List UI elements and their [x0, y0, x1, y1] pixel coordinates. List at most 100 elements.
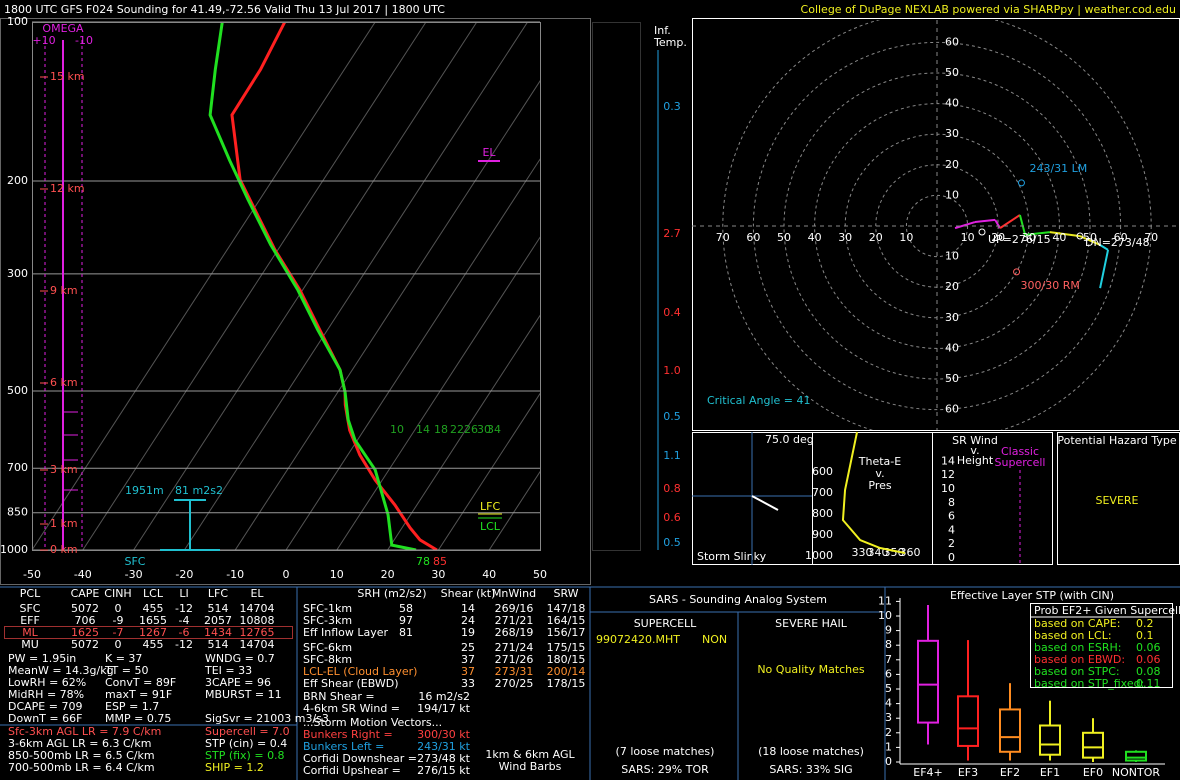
el-label: EL — [482, 146, 496, 159]
isotherm — [387, 314, 540, 550]
inf-temp-label: 0.8 — [663, 482, 681, 495]
table-cell: 37 — [461, 665, 475, 678]
prob-label: based on STP_fixed: — [1034, 677, 1144, 690]
y-tick-label: 700 — [7, 461, 28, 474]
composite: SHIP = 1.2 — [205, 761, 264, 774]
storm-motion-label: 300/30 RM — [1021, 279, 1080, 292]
title: 1800 UTC GFS F024 Sounding for 41.49,-72… — [4, 3, 445, 16]
ring-label: 60 — [746, 231, 760, 244]
table-cell: -9 — [113, 614, 124, 627]
index: maxT = 91F — [105, 688, 172, 701]
y-tick-label: 1000 — [805, 549, 833, 562]
prob-value: 0.11 — [1136, 677, 1161, 690]
box — [1125, 750, 1147, 762]
inf-temp-title: Temp. — [653, 36, 687, 49]
x-tick-label: 40 — [482, 568, 496, 581]
table-cell: 706 — [75, 614, 96, 627]
inf-temp-label: 0.5 — [663, 536, 681, 549]
kin-value: 273/48 kt — [417, 752, 471, 765]
ring-label: 30 — [945, 311, 959, 324]
y-tick-label: 7 — [885, 653, 892, 666]
isotherm — [32, 22, 376, 550]
table-cell: 514 — [208, 602, 229, 615]
y-tick-label: 100 — [7, 15, 28, 28]
isotherm — [183, 22, 529, 550]
index: 3CAPE = 96 — [205, 676, 271, 689]
x-tick-label: EF3 — [958, 766, 978, 779]
y-tick-label: 1000 — [0, 543, 28, 556]
y-tick-label: 900 — [812, 528, 833, 541]
inflow-srh: 81 m2s2 — [175, 484, 223, 497]
table-cell: LCL-EL (Cloud Layer) — [303, 665, 417, 678]
hodo-trace — [999, 214, 1021, 229]
inf-temp-label: 0.6 — [663, 511, 681, 524]
hodo-trace — [954, 221, 976, 230]
composite: STP (cin) = 0.4 — [205, 737, 287, 750]
slinky-angle: 75.0 deg — [765, 433, 814, 446]
km-label: 12 km — [50, 182, 85, 195]
table-cell: 514 — [208, 638, 229, 651]
lapse-rate: 850-500mb LR = 6.5 C/km — [8, 749, 155, 762]
ring-label: 40 — [945, 97, 959, 110]
table-cell: 37 — [461, 653, 475, 666]
box — [999, 708, 1021, 753]
box — [1082, 731, 1104, 759]
sr-wind-title: v. — [970, 444, 979, 457]
y-tick-label: 4 — [885, 697, 892, 710]
composite: Supercell = 7.0 — [205, 725, 290, 738]
inf-temp-label: 1.0 — [663, 364, 681, 377]
theta-e-title: v. — [875, 467, 884, 480]
table-cell: 147/18 — [547, 602, 586, 615]
ring-label: 50 — [777, 231, 791, 244]
isotherm — [437, 392, 540, 550]
skewt-plot — [32, 22, 540, 550]
table-cell: 268/19 — [495, 626, 534, 639]
storm-motion-label: 243/31 LM — [1029, 162, 1087, 175]
table-cell: 0 — [115, 602, 122, 615]
prob-title: Prob EF2+ Given Supercell — [1034, 604, 1180, 617]
kin-value: 243/31 kt — [417, 740, 471, 753]
table-cell: 1434 — [204, 626, 232, 639]
x-tick-label: -20 — [175, 568, 193, 581]
ring-label: 20 — [945, 158, 959, 171]
y-tick-label: 14 — [941, 454, 955, 467]
hodo-trace — [1049, 231, 1081, 238]
table-cell: 1267 — [139, 626, 167, 639]
sr-wind-title: SR Wind — [952, 434, 998, 447]
prob-label: based on STPC: — [1034, 665, 1120, 678]
x-tick-label: 0 — [283, 568, 290, 581]
hodo-trace — [1099, 249, 1110, 289]
corfidi-marker — [1076, 232, 1084, 240]
ring-label: 50 — [945, 372, 959, 385]
km-label: 15 km — [50, 70, 85, 83]
table-header: SRH (m2/s2) — [357, 587, 426, 600]
hodo-trace — [974, 218, 996, 224]
prob-value: 0.08 — [1136, 665, 1161, 678]
table-cell: SFC — [20, 602, 41, 615]
table-cell: 1625 — [71, 626, 99, 639]
table-header: CAPE — [71, 587, 100, 600]
stp-title: Effective Layer STP (with CIN) — [950, 589, 1114, 602]
sr-wind-heading: Supercell — [995, 456, 1046, 469]
index: DCAPE = 709 — [8, 700, 82, 713]
ring-label: 60 — [945, 403, 959, 416]
prob-value: 0.06 — [1136, 641, 1161, 654]
inf-temp-label: 2.7 — [663, 227, 681, 240]
corfidi-marker — [978, 228, 986, 236]
sars-heading: SEVERE HAIL — [775, 617, 848, 630]
storm-motion — [1013, 268, 1021, 276]
table-cell: 12765 — [240, 626, 275, 639]
table-cell: 156/17 — [547, 626, 586, 639]
table-cell: 24 — [461, 614, 475, 627]
index: MBURST = 11 — [205, 688, 282, 701]
x-tick-label: -30 — [125, 568, 143, 581]
box — [917, 639, 939, 724]
kin-value: 276/15 kt — [417, 764, 471, 777]
inf-temp-label: 0.4 — [663, 306, 681, 319]
sars-title: SARS - Sounding Analog System — [649, 593, 827, 606]
index: DownT = 66F — [8, 712, 82, 725]
prob-label: based on EBWD: — [1034, 653, 1125, 666]
index: MeanW = 14.3g/kg — [8, 664, 114, 677]
omega-title: OMEGA — [42, 22, 84, 35]
